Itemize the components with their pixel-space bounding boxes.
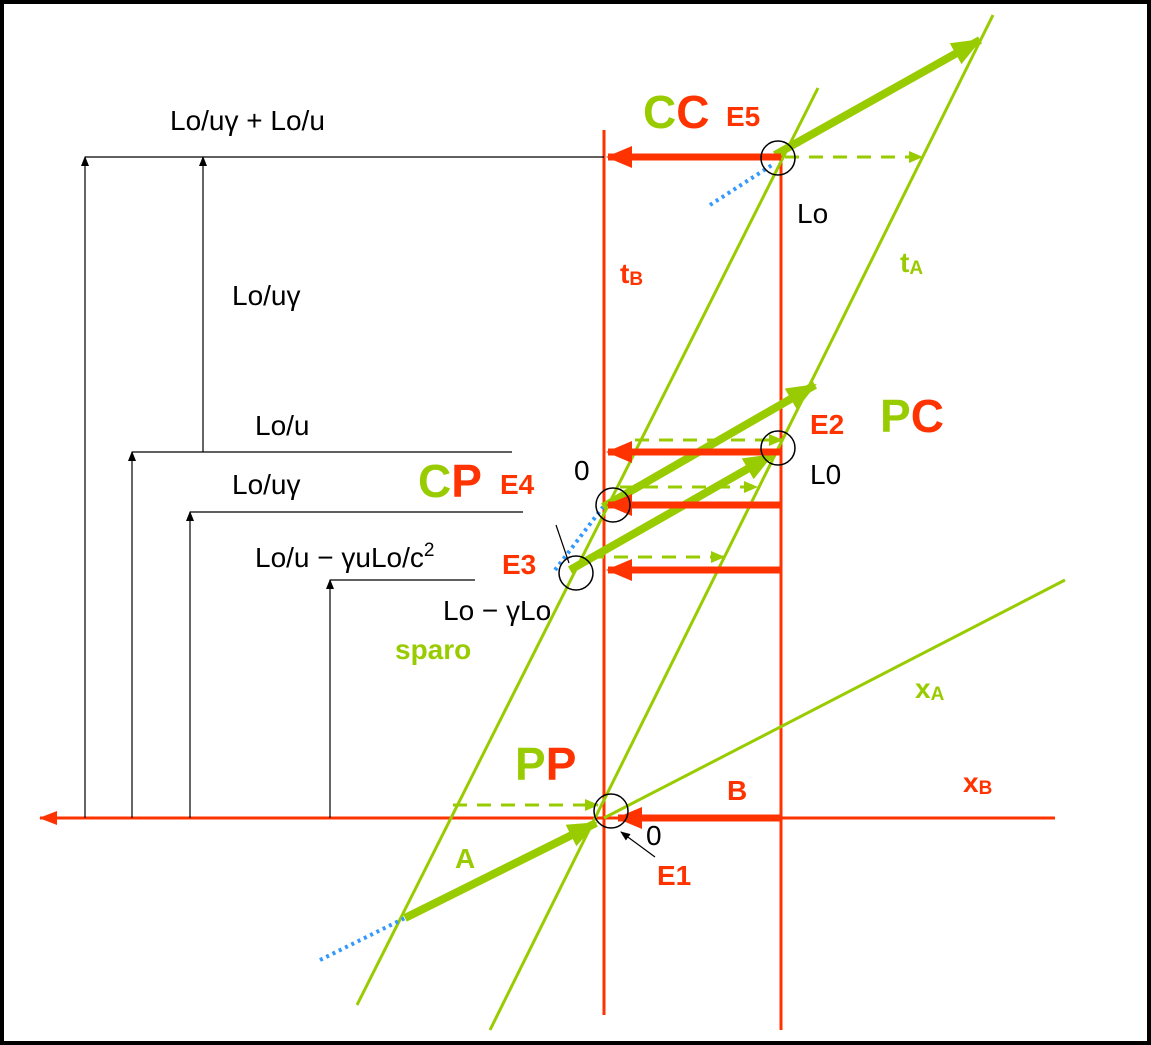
label: Lo/uγ xyxy=(232,280,301,311)
label: Lo xyxy=(797,198,828,229)
label: 0 xyxy=(574,455,590,486)
label-part: t xyxy=(620,258,629,289)
worldline-a xyxy=(488,14,995,1031)
event-circle xyxy=(760,430,796,466)
dotted-line xyxy=(319,916,406,962)
event-circle xyxy=(558,555,594,591)
label: L0 xyxy=(810,459,841,490)
label-part: t xyxy=(900,247,909,278)
label: Lo/uγ + Lo/u xyxy=(170,105,325,136)
label: CP xyxy=(418,455,482,507)
label-part: A xyxy=(909,258,923,279)
pointer-arrow xyxy=(620,831,656,858)
label: E1 xyxy=(657,860,691,891)
x-axis-a xyxy=(603,578,1066,820)
pointer-line xyxy=(555,524,570,564)
label-part: x xyxy=(963,767,979,798)
arrow xyxy=(601,381,817,511)
label: E2 xyxy=(810,409,844,440)
dotted-lines xyxy=(319,163,774,962)
event-circle xyxy=(593,793,629,829)
thick-green-arrows xyxy=(403,36,982,922)
thick-red-arrows xyxy=(606,146,781,829)
label-part: 2 xyxy=(424,540,435,561)
label-part: P xyxy=(451,455,482,507)
label-part: P xyxy=(880,390,911,442)
label-part: C xyxy=(643,86,676,138)
label: B xyxy=(727,775,747,806)
arrow xyxy=(568,451,774,574)
label: xA xyxy=(915,673,945,705)
arrow xyxy=(403,819,598,922)
label-part: C xyxy=(911,390,944,442)
label-part: A xyxy=(931,684,945,705)
label-part: B xyxy=(629,269,643,290)
label-part: P xyxy=(546,738,577,790)
dashed-green-arrows xyxy=(453,151,923,811)
dotted-line xyxy=(708,163,774,207)
time-brackets xyxy=(81,156,656,858)
event-circle xyxy=(760,140,796,176)
label: PP xyxy=(515,738,576,790)
label: Lo/u − γuLo/c2 xyxy=(255,540,434,573)
label: tA xyxy=(900,247,923,279)
label: E3 xyxy=(502,549,536,580)
label: tB xyxy=(620,258,643,290)
label-part: C xyxy=(676,86,709,138)
label-part: C xyxy=(418,455,451,507)
label: 0 xyxy=(646,820,662,851)
label-part: x xyxy=(915,673,931,704)
label: PC xyxy=(880,390,944,442)
event-circles xyxy=(558,140,796,829)
label: xB xyxy=(963,767,992,799)
label-part: P xyxy=(515,738,546,790)
arrow xyxy=(773,36,982,159)
label: Lo/uγ xyxy=(232,469,301,500)
worldline-ta xyxy=(355,87,820,1006)
label: sparo xyxy=(395,634,471,665)
event-circle xyxy=(595,487,631,523)
label: E4 xyxy=(500,469,535,500)
label-part: Lo/u − γuLo/c xyxy=(255,542,424,573)
label: Lo − γLo xyxy=(443,595,551,626)
axes xyxy=(39,14,1066,1031)
label: Lo/u xyxy=(255,410,310,441)
labels: Lo/uγ + Lo/u CC E5 Lo tB tA Lo/uγ Lo/u E… xyxy=(170,86,992,891)
label: CC xyxy=(643,86,709,138)
label: A xyxy=(455,843,475,874)
label-part: B xyxy=(979,778,993,799)
label: E5 xyxy=(726,101,760,132)
